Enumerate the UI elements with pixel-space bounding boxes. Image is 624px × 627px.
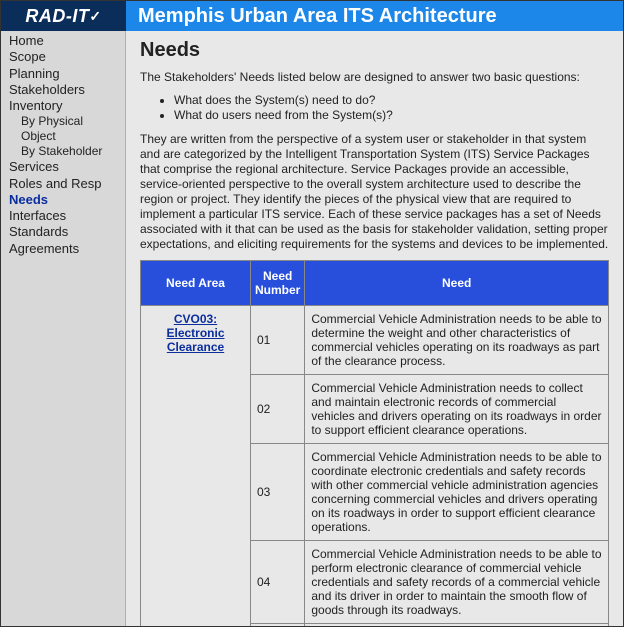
- need-number-cell: 04: [251, 541, 305, 624]
- need-area-cell: CVO03: Electronic Clearance: [141, 306, 251, 627]
- logo-text: RAD-IT: [25, 6, 89, 27]
- intro-question-item: What do users need from the System(s)?: [174, 108, 609, 122]
- sidebar-item-stakeholders[interactable]: Stakeholders: [1, 82, 125, 98]
- sidebar-item-by-stakeholder[interactable]: By Stakeholder: [1, 144, 125, 159]
- sidebar-item-needs[interactable]: Needs: [1, 192, 125, 208]
- need-text-cell: Commercial Vehicle Administration needs …: [305, 444, 609, 541]
- app-title: Memphis Urban Area ITS Architecture: [126, 1, 623, 31]
- th-need-area: Need Area: [141, 261, 251, 306]
- sidebar-item-services[interactable]: Services: [1, 159, 125, 175]
- description-text: They are written from the perspective of…: [140, 132, 609, 252]
- need-text-cell: Commercial Vehicle Administration needs …: [305, 624, 609, 627]
- need-number-cell: 03: [251, 444, 305, 541]
- sidebar-item-agreements[interactable]: Agreements: [1, 241, 125, 257]
- need-text-cell: Commercial Vehicle Administration needs …: [305, 541, 609, 624]
- sidebar-nav: HomeScopePlanningStakeholdersInventoryBy…: [1, 31, 126, 626]
- sidebar-item-roles-and-resp[interactable]: Roles and Resp: [1, 176, 125, 192]
- sidebar-item-inventory[interactable]: Inventory: [1, 98, 125, 114]
- need-area-link[interactable]: CVO03: Electronic Clearance: [166, 312, 224, 354]
- sidebar-item-by-physical-object[interactable]: By Physical Object: [1, 114, 125, 144]
- sidebar-item-home[interactable]: Home: [1, 33, 125, 49]
- app-header: RAD-IT✓ Memphis Urban Area ITS Architect…: [1, 1, 623, 31]
- need-number-cell: 01: [251, 306, 305, 375]
- intro-text: The Stakeholders' Needs listed below are…: [140, 70, 609, 85]
- need-text-cell: Commercial Vehicle Administration needs …: [305, 306, 609, 375]
- app-logo: RAD-IT✓: [1, 1, 126, 31]
- main-content: Needs The Stakeholders' Needs listed bel…: [126, 31, 623, 626]
- th-need-number: Need Number: [251, 261, 305, 306]
- sidebar-item-planning[interactable]: Planning: [1, 66, 125, 82]
- sidebar-item-standards[interactable]: Standards: [1, 224, 125, 240]
- th-need: Need: [305, 261, 609, 306]
- needs-table: Need Area Need Number Need CVO03: Electr…: [140, 260, 609, 626]
- need-number-cell: 02: [251, 375, 305, 444]
- body-wrap: HomeScopePlanningStakeholdersInventoryBy…: [1, 31, 623, 626]
- need-number-cell: 05: [251, 624, 305, 627]
- intro-question-list: What does the System(s) need to do?What …: [140, 93, 609, 122]
- page-heading: Needs: [140, 39, 609, 62]
- sidebar-item-scope[interactable]: Scope: [1, 49, 125, 65]
- sidebar-item-interfaces[interactable]: Interfaces: [1, 208, 125, 224]
- logo-check-icon: ✓: [89, 8, 101, 25]
- table-row: CVO03: Electronic Clearance 01Commercial …: [141, 306, 609, 375]
- intro-question-item: What does the System(s) need to do?: [174, 93, 609, 107]
- need-text-cell: Commercial Vehicle Administration needs …: [305, 375, 609, 444]
